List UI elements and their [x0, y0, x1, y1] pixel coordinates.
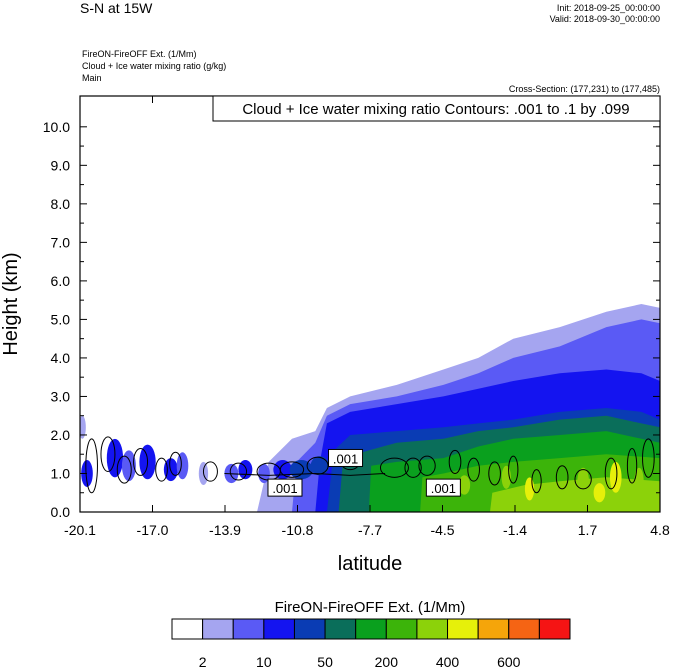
colorbar — [171, 618, 571, 640]
field-cell-20 — [634, 467, 644, 495]
field-name-1: FireON-FireOFF Ext. (1/Mm) — [82, 49, 197, 59]
colorbar-box-5 — [293, 618, 326, 640]
y-axis-label: Height (km) — [0, 252, 22, 355]
field-cell-15 — [458, 475, 471, 495]
contour-lines: .001 .001 .001 — [85, 436, 655, 497]
colorbar-box-1 — [171, 618, 204, 640]
colorbar-box-12 — [508, 618, 540, 640]
colorbar-tick-label: 50 — [317, 654, 333, 668]
field-cell-12 — [289, 460, 313, 480]
contour-loop-2 — [100, 436, 116, 473]
contour-loop-4 — [133, 447, 149, 476]
contour-loop-19 — [508, 455, 519, 484]
contour-label-box-2 — [267, 478, 303, 497]
colorbar-tick-label: 400 — [436, 654, 460, 668]
contour-loop-18 — [488, 461, 501, 486]
y-tick-label: 1.0 — [51, 465, 71, 481]
cross-section-label: Cross-Section: (177,231) to (177,485) — [508, 84, 660, 94]
valid-time: Valid: 2018-09-30_00:00:00 — [549, 14, 660, 24]
contour-loop-7 — [202, 461, 218, 482]
x-tick-label: -10.8 — [282, 522, 314, 538]
x-tick-label: -4.5 — [430, 522, 454, 538]
contour-loop-23 — [604, 457, 618, 490]
contour-loop-8 — [229, 462, 248, 481]
colorbar-tick-label: 600 — [497, 654, 521, 668]
field-cell-3 — [121, 450, 136, 482]
contour-loop-20 — [531, 469, 542, 494]
colorbar-box-6 — [324, 618, 357, 640]
field-cell-21 — [534, 488, 549, 505]
x-tick-label: -17.0 — [137, 522, 169, 538]
colorbar-tick-label: 200 — [375, 654, 399, 668]
y-tick-label: 7.0 — [51, 234, 71, 250]
contour-label: .001 — [272, 481, 297, 496]
y-tick-label: 9.0 — [51, 157, 71, 173]
colorbar-box-9 — [416, 618, 449, 640]
contour-loop-21 — [555, 465, 569, 490]
domain-name: Main — [82, 73, 102, 83]
field-cell-11 — [273, 460, 292, 480]
contour-loop-16 — [448, 449, 462, 474]
colorbar-box-13 — [538, 618, 571, 640]
field-cell-19 — [609, 461, 622, 493]
x-tick-label: -20.1 — [64, 522, 96, 538]
contour-loop-17 — [467, 457, 480, 482]
contour-loop-6 — [169, 451, 182, 476]
init-time: Init: 2018-09-25_00:00:00 — [556, 3, 660, 13]
colorbar-tick-label: 10 — [256, 654, 272, 668]
colorbar-box-10 — [447, 618, 479, 640]
y-tick-label: 2.0 — [51, 427, 71, 443]
main-title: S-N at 15W — [80, 0, 153, 16]
field-cell-14 — [80, 415, 86, 439]
colorbar-tick-label: 2 — [199, 654, 207, 668]
y-tick-label: 3.0 — [51, 388, 71, 404]
contour-label-box-3 — [425, 478, 461, 497]
field-cell-6 — [176, 452, 189, 480]
colorbar-box-11 — [477, 618, 510, 640]
colorbar-title: FireON-FireOFF Ext. (1/Mm) — [275, 599, 466, 616]
y-tick-label: 0.0 — [51, 504, 71, 520]
x-tick-label: 4.8 — [650, 522, 670, 538]
contour-loop-25 — [642, 438, 655, 478]
contour-loop-22 — [574, 469, 592, 490]
x-axis-label: latitude — [338, 553, 403, 575]
contour-loop-15 — [418, 455, 436, 476]
field-cell-22 — [593, 483, 606, 503]
x-tick-label: -7.7 — [358, 522, 382, 538]
y-tick-label: 4.0 — [51, 350, 71, 366]
shaded-field — [80, 304, 660, 512]
contour-loop-24 — [626, 447, 638, 484]
colorbar-ticks: 2 10 50 200 400 600 — [199, 654, 521, 668]
y-axis: 0.0 1.0 2.0 3.0 4.0 5.0 6.0 7.0 8.0 9.0 10.0 — [43, 119, 660, 520]
y-tick-label: 6.0 — [51, 273, 71, 289]
contour-label: .001 — [333, 451, 358, 466]
y-tick-label: 5.0 — [51, 311, 71, 327]
title-box — [212, 95, 661, 122]
contour-label-box-1 — [328, 448, 364, 467]
contour-loop-3 — [116, 455, 132, 484]
y-tick-label: 10.0 — [43, 119, 70, 135]
field-cell-18 — [577, 467, 589, 495]
x-tick-label: 1.7 — [578, 522, 598, 538]
contour-line-1 — [224, 472, 386, 476]
x-tick-label: -1.4 — [503, 522, 527, 538]
contour-label: .001 — [431, 481, 456, 496]
contour-loop-14 — [404, 457, 422, 478]
colorbar-box-3 — [232, 618, 265, 640]
x-tick-label: -13.9 — [209, 522, 241, 538]
contour-loop-10 — [279, 461, 305, 478]
contour-loop-1 — [85, 438, 98, 494]
colorbar-box-2 — [202, 618, 234, 640]
colorbar-box-4 — [263, 618, 295, 640]
contour-loop-5 — [155, 457, 168, 482]
field-cell-13 — [310, 456, 330, 476]
colorbar-box-8 — [385, 618, 418, 640]
chart-title: Cloud + Ice water mixing ratio Contours:… — [242, 101, 629, 118]
field-name-2: Cloud + Ice water mixing ratio (g/kg) — [82, 61, 227, 71]
colorbar-box-7 — [355, 618, 387, 640]
contour-loop-13 — [379, 457, 409, 478]
y-tick-label: 8.0 — [51, 196, 71, 212]
